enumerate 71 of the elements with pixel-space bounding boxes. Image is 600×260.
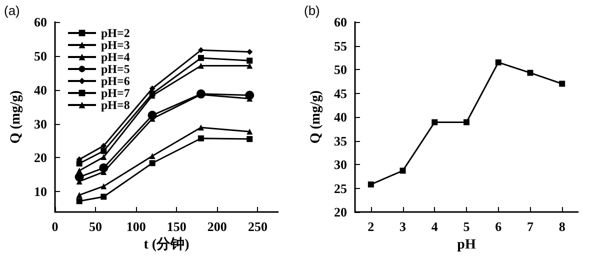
x-tick-label: 8 xyxy=(558,219,566,234)
legend-label: pH=3 xyxy=(101,38,130,52)
point xyxy=(246,58,253,64)
point xyxy=(149,86,156,92)
legend-label: pH=8 xyxy=(101,98,130,112)
y-tick-label: 30 xyxy=(34,116,47,132)
point xyxy=(76,198,82,204)
y-tick-label: 50 xyxy=(34,48,47,64)
legend-label: pH=5 xyxy=(101,62,130,76)
y-tick-label: 40 xyxy=(34,82,47,98)
point xyxy=(100,154,107,160)
y-tick-label: 60 xyxy=(334,14,347,30)
legend-label: pH=6 xyxy=(101,74,130,88)
x-tick-label: 250 xyxy=(248,219,268,234)
x-tick-label: 3 xyxy=(400,219,407,234)
point xyxy=(198,124,204,131)
point xyxy=(148,110,157,120)
point xyxy=(432,119,438,126)
point xyxy=(100,148,107,154)
point xyxy=(559,80,566,87)
point xyxy=(246,136,253,142)
point xyxy=(245,90,254,100)
x-tick-label: 200 xyxy=(207,219,227,234)
y-tick-label: 30 xyxy=(334,157,347,172)
y-tick-label: 35 xyxy=(334,133,348,148)
point xyxy=(198,47,204,54)
point xyxy=(368,181,374,188)
x-tick-label: 2 xyxy=(368,219,374,234)
point xyxy=(99,163,108,172)
point xyxy=(527,70,534,76)
x-tick-label: 0 xyxy=(52,219,58,234)
y-tick-label: 55 xyxy=(334,38,348,54)
text: (b) xyxy=(304,3,320,18)
point xyxy=(149,160,156,166)
point xyxy=(100,194,107,200)
legend-label: pH=7 xyxy=(101,86,130,100)
point xyxy=(495,59,502,66)
x-axis-title: pH xyxy=(457,238,476,252)
point xyxy=(74,172,84,182)
y-tick-label: 45 xyxy=(334,86,348,101)
x-tick-label: 100 xyxy=(126,219,146,234)
legend-label: pH=4 xyxy=(101,50,130,64)
y-tick-label: 20 xyxy=(334,204,347,220)
x-tick-label: 4 xyxy=(431,219,438,234)
point xyxy=(198,54,204,61)
point xyxy=(76,192,82,198)
y-axis-title: Q (mg/g) xyxy=(308,90,324,144)
point xyxy=(149,153,156,160)
point xyxy=(246,48,253,55)
x-tick-label: 6 xyxy=(495,219,502,234)
y-tick-label: 40 xyxy=(334,110,347,124)
point xyxy=(400,168,406,174)
point xyxy=(246,128,253,135)
text: (a) xyxy=(4,3,20,18)
x-tick-label: 150 xyxy=(166,219,186,234)
x-tick-label: 50 xyxy=(89,219,102,234)
x-tick-label: 5 xyxy=(463,219,470,234)
point xyxy=(464,119,470,126)
point xyxy=(100,183,107,190)
legend-label: pH=2 xyxy=(101,26,130,40)
y-tick-label: 50 xyxy=(334,62,347,77)
point xyxy=(198,135,204,142)
y-tick-label: 20 xyxy=(34,150,47,166)
point xyxy=(198,62,204,69)
y-axis-title: Q (mg/g) xyxy=(8,90,24,144)
y-tick-label: 10 xyxy=(34,184,47,200)
y-tick-label: 60 xyxy=(34,14,47,30)
point xyxy=(76,160,82,166)
x-tick-label: 7 xyxy=(526,219,534,234)
y-tick-label: 25 xyxy=(334,180,348,196)
x-axis-title: t (分钟) xyxy=(144,236,190,252)
